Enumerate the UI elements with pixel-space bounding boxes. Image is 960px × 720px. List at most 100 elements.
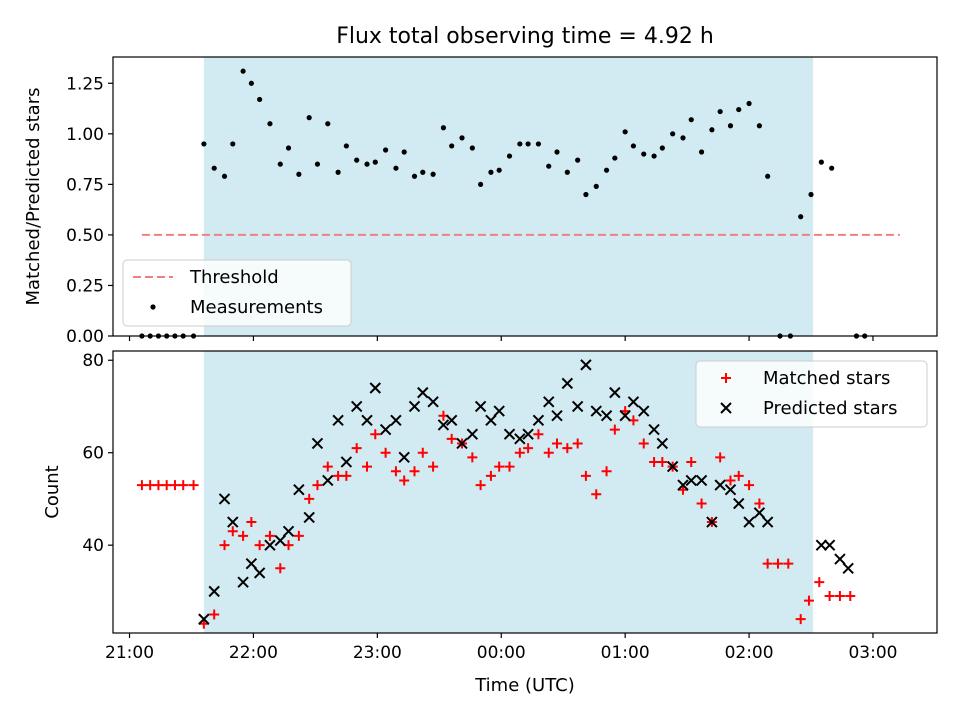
legend-predicted-label: Predicted stars [763,398,897,419]
matched-star-marker [485,470,496,481]
matched-star-marker [399,475,410,486]
matched-star-marker [417,447,428,458]
matched-star-marker [351,443,362,454]
measurement-point [488,169,494,175]
legend-matched-swatch [721,373,731,383]
matched-star-marker [572,438,583,449]
measurement-point [257,96,263,103]
matched-star-marker [304,493,315,504]
measurement-point [325,121,331,127]
matched-star-marker [795,614,806,625]
y-tick-label: 40 [82,536,104,556]
predicted-star-marker [322,474,334,487]
measurement-point [449,143,455,149]
measurement-point [659,145,665,151]
predicted-star-marker [743,516,755,528]
y-tick-label: 1.25 [66,74,104,94]
predicted-star-marker [237,576,249,588]
x-axis-label: Time (UTC) [474,675,575,696]
measurement-point [727,123,734,129]
matched-star-marker [824,591,835,602]
matched-star-marker [380,447,391,458]
matched-star-marker [686,456,697,467]
predicted-star-marker [474,400,487,413]
predicted-star-marker [361,414,373,427]
measurement-point [248,80,254,86]
predicted-star-marker [493,405,505,417]
matched-star-marker [312,480,323,491]
y-tick-label: 1.00 [66,125,104,145]
measurement-point [765,173,771,179]
predicted-star-marker [227,516,239,528]
matched-star-marker [552,438,563,449]
x-tick-label: 00:00 [477,643,526,663]
matched-star-marker [638,438,649,449]
measurement-point [285,145,292,151]
predicted-star-marker [571,400,584,413]
measurement-point [477,181,484,187]
matched-star-marker [293,530,304,541]
measurement-point [622,129,628,135]
matched-star-marker [715,452,726,463]
y-tick-label: 0.75 [66,175,104,195]
measurement-point [554,149,560,155]
matched-star-marker [209,609,220,620]
predicted-star-marker [456,437,468,450]
matched-star-marker [754,498,765,509]
legend-predicted-swatch [720,402,732,414]
measurement-point [201,141,207,147]
legend-measurements-label: Measurements [190,297,323,318]
matched-star-marker [744,480,755,491]
matched-star-marker [370,429,381,440]
predicted-star-marker [695,474,708,487]
predicted-star-marker [656,437,669,450]
predicted-star-marker [638,405,650,417]
legend-measurements-swatch [150,304,156,310]
matched-star-marker [696,498,707,509]
measurement-point [688,117,694,123]
matched-star-marker [178,480,189,491]
legend-matched-label: Matched stars [763,368,890,389]
legend: Matched stars Predicted stars [695,360,928,428]
predicted-star-marker [369,382,381,394]
matched-star-marker [562,443,573,454]
measurement-point [401,149,407,155]
measurement-point [546,163,552,169]
legend: Threshold Measurements [122,259,352,327]
matched-star-marker [814,577,825,588]
matched-star-marker [514,447,525,458]
bottom-panel: 40 60 80 21:00 22:00 23:00 00:00 01:00 02:00 03:0… [42,350,938,696]
matched-star-marker [845,591,856,602]
measurement-point [469,145,475,151]
axes-frame [112,350,938,634]
y-tick-label: 0.50 [66,226,104,246]
measurement-point [430,171,436,177]
predicted-star-marker [417,386,429,399]
matched-star-marker [219,540,230,551]
y-axis-label: Matched/Predicted stars [23,88,44,306]
matched-star-marker [494,461,505,472]
matched-star-marker [254,540,265,551]
measurement-point [818,159,824,165]
predicted-star-marker [253,567,266,579]
top-panel: 0.00 0.25 0.50 0.75 1.00 1.25 Matched/Predicte… [23,56,938,347]
predicted-star-marker [340,456,353,468]
matched-star-marker [591,489,602,500]
measurement-point [670,131,676,137]
measurement-point [651,153,657,159]
measurement-point [411,173,418,179]
measurement-point [459,135,465,141]
predicted-star-marker [208,585,220,598]
y-tick-label: 0.25 [66,276,104,296]
predicted-star-marker [648,423,660,436]
measurement-point [440,125,447,131]
measurement-point [506,153,513,159]
predicted-star-marker [264,539,276,551]
predicted-star-marker [503,428,516,440]
legend-threshold-label: Threshold [189,267,279,288]
measurement-point [575,157,581,163]
measurement-point [343,143,349,149]
matched-star-marker [783,558,794,569]
measurement-point [240,68,246,74]
